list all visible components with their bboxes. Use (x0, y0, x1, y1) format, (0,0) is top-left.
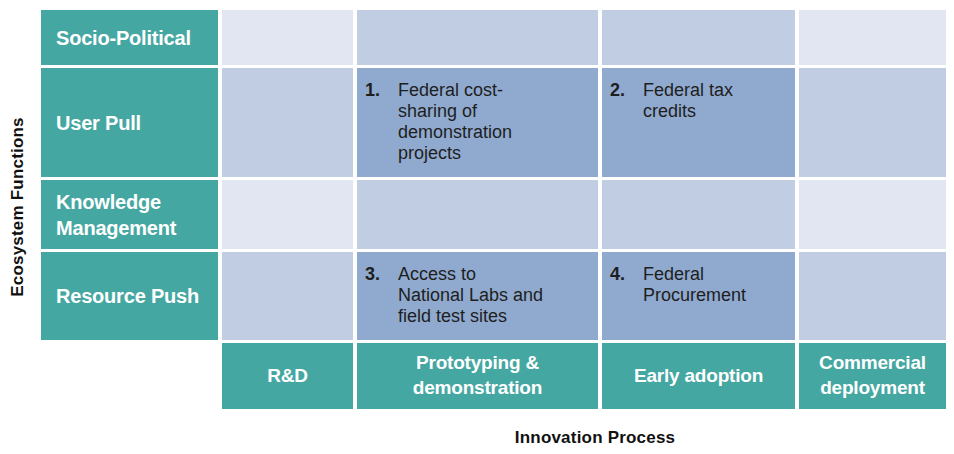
entry-number: 3. (365, 264, 398, 285)
col-header-rd: R&D (222, 343, 353, 409)
y-axis-label: Ecosystem Functions (8, 117, 28, 297)
corner-cell (41, 343, 218, 409)
col-header-early-adoption: Early adoption (602, 343, 795, 409)
cell-user-pull-commercial (799, 68, 946, 177)
entry-text-access-national-labs: Access to National Labs and field test s… (398, 264, 543, 327)
cell-socio-political-rd (222, 10, 353, 65)
row-header-resource-push: Resource Push (41, 252, 218, 340)
innovation-matrix-diagram: Ecosystem Functions Socio-Political User… (0, 0, 954, 454)
cell-knowledge-management-prototyping (357, 180, 598, 249)
col-header-commercial-deployment: Commercial deployment (799, 343, 946, 409)
cell-user-pull-rd (222, 68, 353, 177)
cell-knowledge-management-early-adoption (602, 180, 795, 249)
cell-socio-political-early-adoption (602, 10, 795, 65)
row-header-socio-political: Socio-Political (41, 10, 218, 65)
cell-knowledge-management-commercial (799, 180, 946, 249)
matrix-grid: Socio-Political User Pull 1. Federal cos… (41, 10, 946, 409)
row-header-knowledge-management: Knowledge Management (41, 180, 218, 249)
cell-resource-push-rd (222, 252, 353, 340)
entry-text-federal-cost-sharing: Federal cost- sharing of demonstration p… (398, 80, 512, 164)
cell-socio-political-prototyping (357, 10, 598, 65)
entry-number: 4. (610, 264, 643, 285)
entry-text-federal-tax-credits: Federal tax credits (643, 80, 733, 122)
cell-resource-push-early-adoption: 4. Federal Procurement (602, 252, 795, 340)
entry-text-federal-procurement: Federal Procurement (643, 264, 746, 306)
cell-knowledge-management-rd (222, 180, 353, 249)
entry-number: 2. (610, 80, 643, 101)
cell-user-pull-early-adoption: 2. Federal tax credits (602, 68, 795, 177)
cell-resource-push-prototyping: 3. Access to National Labs and field tes… (357, 252, 598, 340)
cell-resource-push-commercial (799, 252, 946, 340)
cell-socio-political-commercial (799, 10, 946, 65)
x-axis-label: Innovation Process (515, 428, 675, 448)
cell-user-pull-prototyping: 1. Federal cost- sharing of demonstratio… (357, 68, 598, 177)
row-header-user-pull: User Pull (41, 68, 218, 177)
entry-number: 1. (365, 80, 398, 101)
col-header-prototyping-demonstration: Prototyping & demonstration (357, 343, 598, 409)
